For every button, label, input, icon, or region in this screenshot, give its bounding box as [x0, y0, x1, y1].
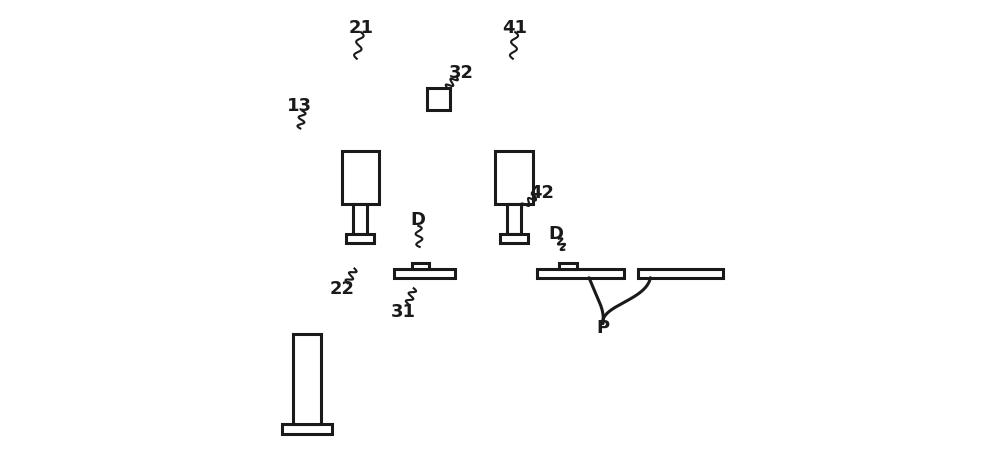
Bar: [427, 88, 450, 110]
Bar: [495, 151, 533, 204]
Bar: [638, 269, 723, 278]
Text: 13: 13: [286, 96, 311, 115]
Bar: [507, 204, 521, 234]
Bar: [353, 204, 367, 234]
Bar: [559, 263, 577, 269]
Bar: [412, 263, 429, 269]
Text: 42: 42: [529, 184, 554, 202]
Text: 32: 32: [448, 64, 473, 83]
Bar: [346, 234, 374, 243]
Text: P: P: [596, 319, 609, 337]
Bar: [500, 234, 528, 243]
Text: 41: 41: [503, 18, 528, 37]
Bar: [293, 334, 321, 424]
Text: D: D: [410, 211, 425, 230]
Text: 31: 31: [391, 303, 416, 321]
Text: 21: 21: [348, 18, 373, 37]
Bar: [282, 424, 332, 434]
Bar: [394, 269, 455, 278]
Bar: [537, 269, 624, 278]
Bar: [342, 151, 379, 204]
Text: 22: 22: [329, 280, 354, 298]
Text: D: D: [548, 225, 563, 243]
